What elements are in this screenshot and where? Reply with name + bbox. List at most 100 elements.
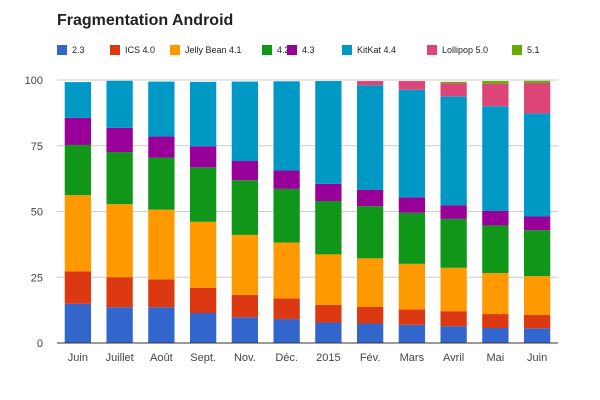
bar-segment[interactable] xyxy=(64,117,92,145)
bar-segment[interactable] xyxy=(273,242,300,299)
x-tick-label: 2015 xyxy=(316,352,340,364)
bar-segment[interactable] xyxy=(189,81,217,147)
bar-segment[interactable] xyxy=(231,161,259,181)
chart-title: Fragmentation Android xyxy=(57,12,234,29)
bar-segment[interactable] xyxy=(148,81,175,137)
bar-segment[interactable] xyxy=(482,225,509,274)
bar-segment[interactable] xyxy=(523,276,551,315)
bar-segment[interactable] xyxy=(482,81,509,84)
bar-segment[interactable] xyxy=(356,323,384,343)
bar-segment[interactable] xyxy=(189,146,217,168)
bar-segment[interactable] xyxy=(398,309,426,325)
x-tick-label: Déc. xyxy=(275,352,298,364)
bar-segment[interactable] xyxy=(231,294,259,318)
bar-segment[interactable] xyxy=(64,303,92,343)
y-tick-label: 25 xyxy=(31,272,43,284)
bar-segment[interactable] xyxy=(482,314,509,329)
bar-segment[interactable] xyxy=(106,307,133,343)
bar-segment[interactable] xyxy=(315,183,342,201)
bar-segment[interactable] xyxy=(231,234,259,295)
legend-item[interactable]: 4.2 xyxy=(262,45,290,55)
bar-segment[interactable] xyxy=(440,81,467,84)
bar-segment[interactable] xyxy=(148,209,175,280)
bar-segment[interactable] xyxy=(231,317,259,343)
bar-segment[interactable] xyxy=(64,195,92,272)
bar-segment[interactable] xyxy=(440,218,467,268)
bar-segment[interactable] xyxy=(523,230,551,277)
bar-segment[interactable] xyxy=(148,136,175,158)
bar-segment[interactable] xyxy=(148,279,175,308)
bar-segment[interactable] xyxy=(523,314,551,329)
bar-segment[interactable] xyxy=(189,287,217,314)
bar-segment[interactable] xyxy=(440,83,467,97)
bar-segment[interactable] xyxy=(315,254,342,305)
y-tick-label: 50 xyxy=(31,207,43,219)
bar-segment[interactable] xyxy=(148,307,175,343)
bar-segment[interactable] xyxy=(64,144,92,196)
x-tick-label: Juillet xyxy=(106,352,134,364)
bar-segment[interactable] xyxy=(482,273,509,315)
legend-label: ICS 4.0 xyxy=(125,45,156,55)
bar-segment[interactable] xyxy=(64,271,92,304)
bar-segment[interactable] xyxy=(440,205,467,219)
bar-segment[interactable] xyxy=(356,306,384,324)
bar-segment[interactable] xyxy=(398,263,426,310)
bar-segment[interactable] xyxy=(523,216,551,231)
bar-segment[interactable] xyxy=(440,96,467,206)
bar-segment[interactable] xyxy=(273,319,300,343)
bar-segment[interactable] xyxy=(106,80,133,128)
bar-segment[interactable] xyxy=(482,106,509,211)
bar-segment[interactable] xyxy=(106,127,133,153)
bar-segment[interactable] xyxy=(356,189,384,207)
bar-segment[interactable] xyxy=(523,113,551,217)
legend-label: Lollipop 5.0 xyxy=(442,45,489,55)
legend-item[interactable]: Lollipop 5.0 xyxy=(427,45,488,55)
legend-item[interactable]: Jelly Bean 4.1 xyxy=(170,45,242,55)
bar-segment[interactable] xyxy=(440,267,467,312)
x-tick-label: Nov. xyxy=(234,352,256,364)
bar-segment[interactable] xyxy=(315,322,342,343)
bar-segment[interactable] xyxy=(440,326,467,343)
bar-segment[interactable] xyxy=(106,277,133,308)
bar-segment[interactable] xyxy=(356,206,384,259)
bar-segment[interactable] xyxy=(356,258,384,307)
bar-segment[interactable] xyxy=(356,81,384,86)
bar-segment[interactable] xyxy=(523,80,551,83)
bar-segment[interactable] xyxy=(398,81,426,90)
bar-segment[interactable] xyxy=(440,311,467,327)
bar-segment[interactable] xyxy=(273,188,300,243)
legend-item[interactable]: 4.3 xyxy=(287,45,315,55)
bar-segment[interactable] xyxy=(315,81,342,184)
legend-item[interactable]: ICS 4.0 xyxy=(110,45,155,55)
bar-segment[interactable] xyxy=(398,212,426,264)
bar-segment[interactable] xyxy=(523,328,551,343)
bar-segment[interactable] xyxy=(148,157,175,210)
bar-segment[interactable] xyxy=(356,85,384,190)
legend-swatch xyxy=(262,45,272,55)
bar-segment[interactable] xyxy=(398,324,426,343)
bar-segment[interactable] xyxy=(315,304,342,323)
bar-segment[interactable] xyxy=(398,197,426,213)
bar-segment[interactable] xyxy=(273,170,300,189)
bar-segment[interactable] xyxy=(482,328,509,343)
bar-segment[interactable] xyxy=(64,82,92,118)
bar-segment[interactable] xyxy=(398,89,426,198)
bar-segment[interactable] xyxy=(273,298,300,320)
bar-segment[interactable] xyxy=(482,83,509,107)
legend-item[interactable]: KitKat 4.4 xyxy=(342,45,396,55)
bar-segment[interactable] xyxy=(273,81,300,171)
legend-item[interactable]: 2.3 xyxy=(57,45,85,55)
bar-segment[interactable] xyxy=(106,204,133,278)
bar-segment[interactable] xyxy=(231,180,259,235)
bar-segment[interactable] xyxy=(523,82,551,114)
bar-segment[interactable] xyxy=(231,81,259,162)
bar-segment[interactable] xyxy=(482,210,509,226)
bar-segment[interactable] xyxy=(189,221,217,288)
bar-segment[interactable] xyxy=(189,313,217,343)
legend-label: 5.1 xyxy=(527,45,540,55)
bar-segment[interactable] xyxy=(315,200,342,255)
legend-swatch xyxy=(427,45,437,55)
legend-item[interactable]: 5.1 xyxy=(512,45,540,55)
bar-segment[interactable] xyxy=(189,167,217,222)
bar-segment[interactable] xyxy=(106,152,133,205)
